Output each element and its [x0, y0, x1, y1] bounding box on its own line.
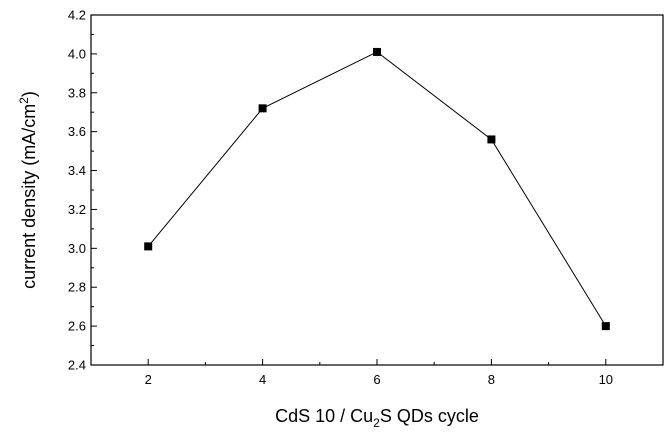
- x-tick-label: 6: [373, 372, 380, 387]
- y-axis-title: current density (mA/cm2): [17, 91, 39, 289]
- data-markers: [144, 47, 610, 331]
- axis-title-part: CdS 10 / Cu: [275, 406, 373, 426]
- x-tick-label: 4: [259, 372, 266, 387]
- x-tick-label: 2: [145, 372, 152, 387]
- y-tick-label: 3.8: [68, 85, 86, 100]
- axis-title-part: ): [19, 91, 39, 97]
- plot-frame: [90, 14, 664, 366]
- y-tick-label: 3.2: [68, 202, 86, 217]
- x-axis: 2 4 6 8 10: [90, 359, 664, 387]
- x-axis-title: CdS 10 / Cu2S QDs cycle: [275, 406, 479, 430]
- x-tick-label: 10: [599, 372, 613, 387]
- data-point: [373, 47, 381, 56]
- y-tick-label: 2.4: [68, 358, 86, 373]
- data-point: [144, 242, 153, 251]
- y-tick-label: 2.6: [68, 319, 86, 334]
- y-tick-label: 4.0: [68, 46, 86, 61]
- x-tick-label: 8: [488, 372, 495, 387]
- data-point: [601, 322, 610, 331]
- y-tick-label: 3.4: [68, 163, 86, 178]
- y-axis: 2.4 2.6 2.8 3.0 3.2 3.4 3.6 3.8 4.0 4.2: [68, 8, 97, 373]
- y-tick-label: 3.6: [68, 124, 86, 139]
- y-tick-label: 3.0: [68, 241, 86, 256]
- y-tick-label: 2.8: [68, 280, 86, 295]
- axis-title-part: 2: [17, 97, 31, 104]
- series-line: [147, 51, 607, 327]
- y-tick-label: 4.2: [68, 8, 86, 23]
- data-point: [258, 104, 267, 113]
- axis-title-part: 2: [373, 416, 380, 430]
- data-point: [487, 135, 496, 144]
- axis-title-part: S QDs cycle: [380, 406, 479, 426]
- axis-title-part: current density (mA/cm: [19, 104, 39, 289]
